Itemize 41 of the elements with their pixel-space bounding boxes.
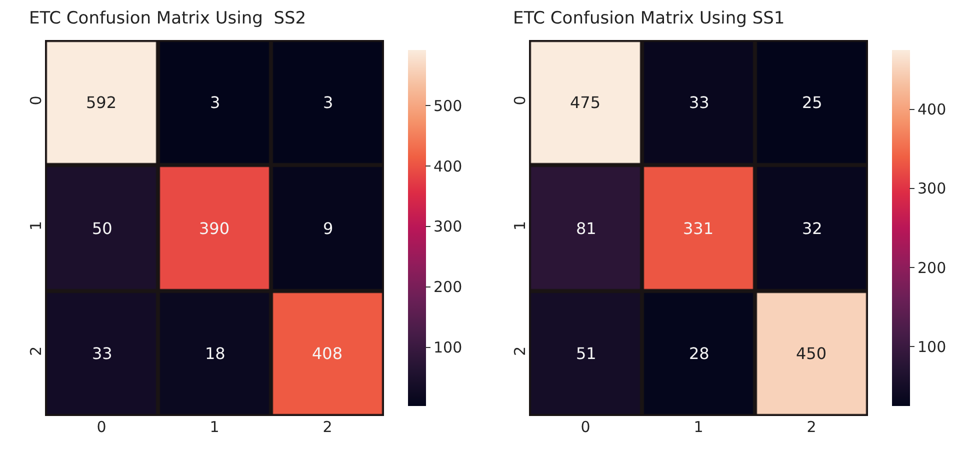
chart-title: ETC Confusion Matrix Using SS2: [29, 8, 306, 28]
x-tick-label: 0: [96, 418, 106, 436]
data-label: 3: [323, 93, 334, 112]
data-label: 32: [802, 219, 822, 238]
x-tick-label: 2: [806, 418, 816, 436]
y-tick-label: 2: [511, 346, 529, 356]
data-label: 81: [576, 219, 596, 238]
data-label: 9: [323, 219, 334, 238]
data-label: 3: [210, 93, 220, 112]
x-tick-label: 1: [210, 418, 220, 436]
color-bar-label: 200: [434, 278, 462, 296]
data-label: 390: [199, 219, 230, 238]
data-label: 18: [205, 344, 226, 363]
data-label: 33: [92, 344, 112, 363]
data-label: 50: [92, 219, 112, 238]
color-bar-label: 400: [918, 100, 946, 119]
color-bar-label: 200: [918, 258, 946, 277]
x-tick-label: 1: [694, 418, 704, 436]
y-tick-label: 0: [511, 96, 529, 106]
y-tick-label: 1: [511, 220, 529, 231]
data-label: 475: [570, 93, 601, 112]
x-tick-label: 0: [580, 418, 590, 436]
chart-title: ETC Confusion Matrix Using SS1: [513, 8, 785, 28]
color-bar-label: 300: [434, 218, 462, 236]
data-label: 592: [86, 93, 117, 112]
y-tick-label: 1: [27, 220, 45, 231]
data-label: 33: [689, 93, 710, 112]
color-bar-label: 100: [918, 338, 946, 356]
y-tick-label: 0: [27, 96, 45, 106]
color-bar-label: 100: [434, 338, 462, 357]
y-tick-label: 2: [27, 346, 45, 356]
data-label: 25: [802, 93, 822, 112]
color-bar-label: 500: [434, 96, 462, 115]
data-label: 331: [683, 219, 714, 238]
data-label: 408: [312, 344, 343, 363]
data-label: 450: [796, 344, 827, 363]
data-label: 28: [689, 344, 710, 363]
color-bar-label: 300: [918, 180, 946, 198]
x-tick-label: 2: [322, 418, 332, 436]
color-bar-label: 400: [434, 157, 462, 176]
data-label: 51: [576, 344, 596, 363]
